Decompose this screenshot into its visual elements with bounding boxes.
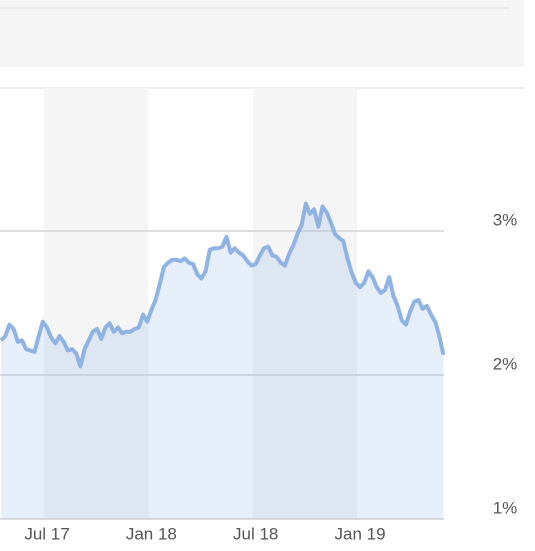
y-tick-label: 2% (493, 354, 518, 373)
y-tick-label: 3% (493, 210, 518, 229)
x-tick-label: Jul 18 (233, 524, 278, 543)
y-tick-label: 1% (493, 498, 518, 517)
x-tick-label: Jan 18 (126, 524, 177, 543)
period-band (44, 88, 149, 519)
x-tick-label: Jan 19 (335, 524, 386, 543)
area (1, 203, 444, 519)
period-band (252, 88, 358, 519)
line (0, 201, 446, 369)
x-tick-label: Jul 17 (24, 524, 69, 543)
top-panel (0, 0, 524, 67)
